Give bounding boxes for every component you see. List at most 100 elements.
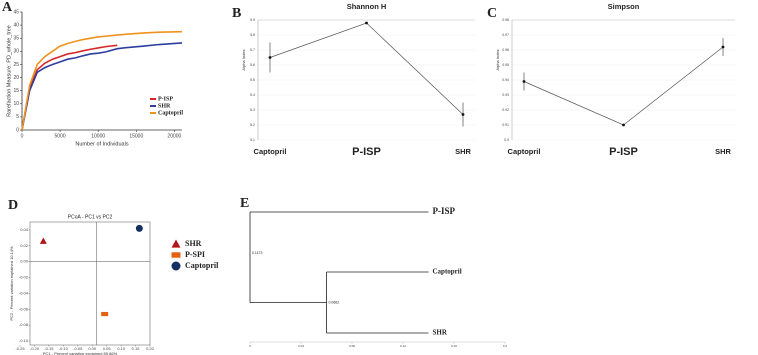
- x-tick-label: -0.20: [30, 346, 40, 351]
- x-axis-label: PC1 - Percent variation explained 89.86%: [43, 351, 118, 355]
- x-tick-label: 0.16: [451, 344, 457, 348]
- x-tick-label: 0.08: [349, 344, 355, 348]
- y-tick-label: 15: [13, 88, 19, 94]
- point: [461, 113, 465, 116]
- x-tick-label: 0.15: [132, 346, 141, 351]
- x-tick-label: -0.15: [44, 346, 54, 351]
- x-tick-label: 0.04: [298, 344, 304, 348]
- y-tick-label: 5.4: [250, 93, 255, 97]
- x-tick-label: 0.05: [103, 346, 112, 351]
- marker: [101, 311, 109, 317]
- x-tick-label: 0.10: [117, 346, 126, 351]
- x-tick-label: 0.12: [400, 344, 406, 348]
- panel-label: C: [487, 6, 497, 21]
- x-tick-label: 0.00: [88, 346, 97, 351]
- y-tick-label: 5.2: [250, 123, 255, 127]
- y-tick-label: 5.5: [250, 78, 255, 82]
- y-axis-label: PC2 - Percent variation explained 10.14%: [9, 246, 14, 321]
- y-tick-label: 0: [16, 127, 19, 133]
- legend-label: SHR: [158, 103, 171, 109]
- leaf-label: Captopril: [433, 268, 462, 276]
- y-tick-label: 40: [13, 22, 19, 28]
- x-tick-label: -0.05: [73, 346, 83, 351]
- x-tick-label: Captopril: [254, 147, 287, 156]
- y-tick-label: 25: [13, 62, 19, 68]
- y-tick-label: -0.10: [19, 338, 29, 343]
- x-tick-label: 0.2: [503, 344, 508, 348]
- x-tick-label: SHR: [455, 147, 471, 156]
- series-line: [21, 44, 118, 131]
- legend-label: Captopril: [185, 261, 219, 270]
- series-line: [21, 42, 183, 131]
- legend-label: P-ISP: [158, 96, 173, 102]
- node-label: 0.1173: [252, 251, 262, 255]
- panel-label: D: [8, 198, 18, 213]
- point: [522, 80, 526, 83]
- y-tick-label: 5.3: [250, 108, 255, 112]
- y-tick-label: 0.04: [20, 227, 29, 232]
- y-tick-label: 5: [16, 114, 19, 120]
- y-tick-label: 0.96: [502, 48, 509, 52]
- y-tick-label: -0.02: [19, 275, 29, 280]
- y-tick-label: 45: [13, 9, 19, 15]
- x-axis-label: Number of Individuals: [75, 141, 128, 147]
- node-label: 0.0662: [329, 300, 340, 304]
- point: [721, 45, 725, 49]
- marker: [135, 224, 143, 232]
- y-tick-label: 0.95: [502, 63, 509, 67]
- y-tick-label: 0.97: [502, 33, 509, 37]
- y-axis-label: Alpha Index: [241, 49, 246, 70]
- series-line: [21, 30, 183, 131]
- y-tick-label: 0.93: [502, 93, 509, 97]
- chart-title: Shannon H: [347, 2, 387, 11]
- y-tick-label: -0.06: [19, 306, 29, 311]
- x-tick-label: 5000: [55, 133, 66, 139]
- x-tick-label: Captopril: [508, 147, 541, 156]
- x-tick-label: P-ISP: [352, 146, 381, 158]
- y-axis-label: Alpha Index: [495, 49, 500, 70]
- y-tick-label: 5.8: [250, 33, 255, 37]
- leaf-label: SHR: [433, 329, 448, 337]
- leaf-label: P-ISP: [433, 206, 456, 216]
- y-tick-label: 10: [13, 101, 19, 107]
- y-tick-label: 5.9: [250, 18, 255, 22]
- point: [365, 21, 368, 25]
- chart-title: PCoA - PC1 vs PC2: [68, 214, 113, 220]
- y-tick-label: 0.9: [504, 138, 509, 142]
- x-tick-label: 0.20: [146, 346, 155, 351]
- legend-label: Captopril: [158, 110, 183, 116]
- x-tick-label: -0.10: [59, 346, 69, 351]
- y-tick-label: 0.98: [502, 18, 509, 22]
- point: [268, 56, 272, 59]
- x-tick-label: 20000: [167, 133, 181, 139]
- x-tick-label: 10000: [91, 133, 105, 139]
- y-tick-label: -0.08: [19, 322, 29, 327]
- y-tick-label: 30: [13, 49, 19, 55]
- legend-label: SHR: [185, 239, 202, 248]
- y-tick-label: 0.91: [502, 123, 509, 127]
- plot-frame: [29, 221, 151, 346]
- panel-label: B: [232, 6, 241, 21]
- series-line: [523, 46, 724, 126]
- y-tick-label: 0.00: [20, 259, 29, 264]
- point: [622, 123, 625, 127]
- marker: [171, 252, 181, 258]
- chart-title: Simpson: [608, 2, 640, 11]
- y-tick-label: 5.1: [250, 138, 255, 142]
- x-tick-label: SHR: [715, 147, 731, 156]
- marker: [39, 237, 47, 244]
- y-tick-label: 20: [13, 75, 19, 81]
- y-tick-label: 5.7: [250, 48, 255, 52]
- y-tick-label: 5.6: [250, 63, 255, 67]
- y-tick-label: 0.94: [502, 78, 509, 82]
- y-axis-label: Rarefaction Measure: PD_whole_tree: [6, 25, 12, 117]
- marker: [171, 239, 181, 248]
- panel-label: E: [240, 196, 249, 211]
- x-tick-label: P-ISP: [609, 146, 638, 158]
- panel-label: A: [2, 0, 13, 15]
- x-tick-label: 15000: [129, 133, 143, 139]
- y-tick-label: 0.92: [502, 108, 509, 112]
- marker: [171, 261, 181, 271]
- y-tick-label: 35: [13, 36, 19, 42]
